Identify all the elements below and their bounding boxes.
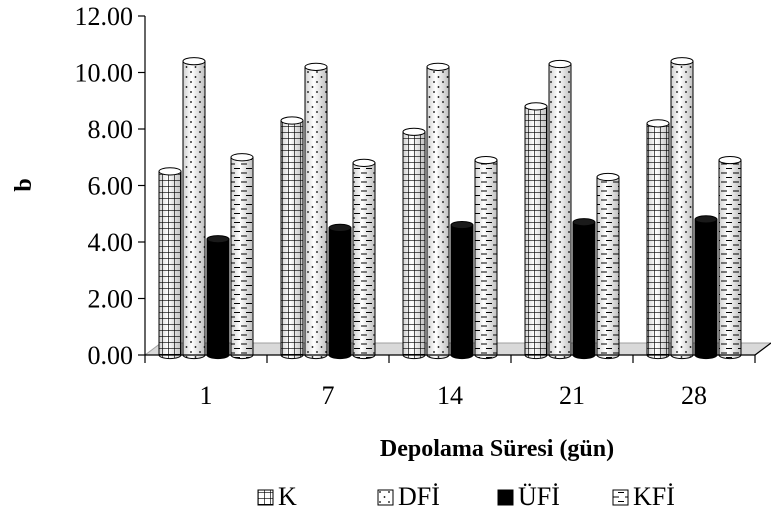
legend-swatch — [377, 489, 394, 506]
bar-dashes-21 — [596, 172, 620, 360]
bar-dashes-14 — [474, 155, 498, 360]
bar-body — [450, 224, 474, 360]
bar-shade — [305, 66, 327, 359]
bar-grid-14 — [402, 127, 426, 360]
bar-top — [548, 59, 572, 69]
bar-top — [524, 102, 548, 111]
y-axis: 0.00 2.00 4.00 6.00 8.00 10.00 12.00 — [75, 2, 146, 370]
bar-top — [646, 119, 670, 128]
bar-solid-7 — [328, 223, 352, 360]
legend-swatch — [257, 489, 274, 506]
bar-top — [328, 223, 352, 232]
bar-shade — [475, 160, 497, 359]
bars — [158, 57, 742, 360]
bar-dashes-7 — [352, 158, 376, 360]
bar-shade — [183, 61, 205, 359]
y-tick-label: 0.00 — [88, 341, 134, 370]
legend-item: DFİ — [377, 482, 440, 511]
bar-shade — [671, 61, 693, 359]
bar-top — [230, 153, 254, 162]
x-axis: 1 7 14 21 28 — [144, 342, 771, 410]
bar-top — [474, 155, 498, 165]
x-tick-label: 7 — [322, 381, 335, 410]
bar-top — [718, 155, 742, 165]
legend-item: ÜFİ — [497, 482, 560, 511]
bar-top — [206, 235, 230, 244]
bar-shade — [719, 160, 741, 359]
bar-body — [206, 238, 230, 360]
bar-top — [182, 57, 206, 66]
legend-label: ÜFİ — [518, 482, 560, 511]
bar-top — [596, 172, 620, 182]
bar-grid-21 — [524, 102, 548, 360]
y-tick-label: 2.00 — [88, 285, 134, 314]
y-tick-label: 8.00 — [88, 115, 134, 144]
bar-body — [328, 227, 352, 360]
bar-dots-14 — [426, 62, 450, 360]
legend-label: K — [278, 482, 297, 511]
bar-grid-28 — [646, 119, 670, 360]
bar-solid-1 — [206, 235, 230, 360]
legend-label: DFİ — [398, 482, 440, 511]
bar-shade — [159, 171, 181, 359]
y-tick-label: 10.00 — [75, 59, 134, 88]
bar-top — [280, 116, 304, 125]
bar-top — [426, 62, 450, 71]
bar-top — [670, 57, 694, 66]
bar-top — [694, 215, 718, 224]
x-tick-label: 21 — [559, 381, 585, 410]
bar-dashes-1 — [230, 153, 254, 360]
bar-body — [572, 221, 596, 360]
bar-top — [352, 158, 376, 167]
bar-top — [572, 218, 596, 227]
y-tick-label: 12.00 — [75, 2, 134, 31]
bar-dots-21 — [548, 59, 572, 360]
bar-solid-21 — [572, 218, 596, 360]
legend: K DFİ ÜFİ KFİ — [257, 482, 675, 511]
bar-grid-7 — [280, 116, 304, 360]
x-tick-label: 1 — [200, 381, 213, 410]
x-axis-title: Depolama Süresi (gün) — [380, 436, 614, 462]
bar-shade — [427, 66, 449, 359]
bar-shade — [281, 120, 303, 359]
y-axis-title: b — [11, 178, 37, 191]
y-tick-label: 4.00 — [88, 228, 134, 257]
bar-shade — [597, 177, 619, 359]
bar-top — [402, 127, 426, 136]
legend-item: KFİ — [612, 482, 675, 511]
bar-dashes-28 — [718, 155, 742, 360]
bar-shade — [231, 157, 253, 359]
legend-swatch — [612, 489, 629, 506]
bar-dots-1 — [182, 57, 206, 360]
bar-solid-28 — [694, 215, 718, 360]
bar-shade — [353, 162, 375, 359]
x-tick-label: 28 — [681, 381, 707, 410]
bar-dots-7 — [304, 62, 328, 360]
legend-label: KFİ — [633, 482, 675, 511]
bar-body — [694, 218, 718, 360]
bar-shade — [549, 64, 571, 359]
bar-shade — [403, 131, 425, 359]
bar-shade — [525, 106, 547, 359]
bar-top — [158, 167, 182, 176]
y-tick-label: 6.00 — [88, 172, 134, 201]
bar-shade — [647, 123, 669, 359]
bar-dots-28 — [670, 57, 694, 360]
bar-top — [450, 220, 474, 230]
bar-solid-14 — [450, 220, 474, 360]
legend-swatch — [497, 489, 514, 506]
legend-item: K — [257, 482, 297, 511]
bar-grid-1 — [158, 167, 182, 360]
x-tick-label: 14 — [437, 381, 463, 410]
x-axis-depth-edge — [754, 342, 771, 356]
bar-top — [304, 62, 328, 71]
